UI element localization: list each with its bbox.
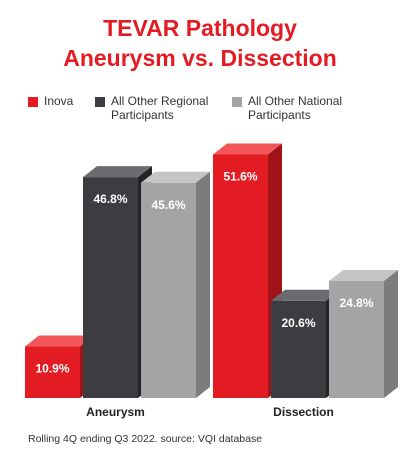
bar-aneurysm-all-other-national-participants bbox=[141, 171, 210, 398]
value-label-aneurysm-all-other-regional-participants: 46.8% bbox=[93, 192, 127, 206]
legend: Inova All Other Regional Participants Al… bbox=[0, 94, 400, 134]
chart-title-line-1: TEVAR Pathology bbox=[103, 15, 297, 41]
chart-title-line-2: Aneurysm vs. Dissection bbox=[63, 45, 337, 71]
footnote: Rolling 4Q ending Q3 2022. source: VQI d… bbox=[28, 433, 263, 445]
value-label-aneurysm-inova: 10.9% bbox=[35, 362, 69, 376]
bar-dissection-inova bbox=[213, 143, 282, 398]
legend-swatch-regional bbox=[95, 97, 105, 107]
value-label-dissection-all-other-regional-participants: 20.6% bbox=[281, 316, 315, 330]
legend-item-regional: All Other Regional Participants bbox=[95, 94, 225, 122]
category-label-dissection: Dissection bbox=[273, 405, 334, 419]
legend-label-regional: All Other Regional Participants bbox=[111, 94, 209, 122]
legend-item-national: All Other National Participants bbox=[232, 94, 372, 122]
legend-label-inova: Inova bbox=[44, 94, 74, 108]
legend-swatch-inova bbox=[28, 97, 38, 107]
category-label-aneurysm: Aneurysm bbox=[86, 405, 145, 419]
value-label-dissection-inova: 51.6% bbox=[223, 169, 257, 183]
value-label-aneurysm-all-other-national-participants: 45.6% bbox=[151, 198, 185, 212]
value-label-dissection-all-other-national-participants: 24.8% bbox=[339, 296, 373, 310]
bar-dissection-all-other-national-participants bbox=[329, 269, 398, 398]
legend-item-inova: Inova bbox=[28, 94, 73, 108]
legend-label-national: All Other National Participants bbox=[248, 94, 343, 122]
legend-swatch-national bbox=[232, 97, 242, 107]
